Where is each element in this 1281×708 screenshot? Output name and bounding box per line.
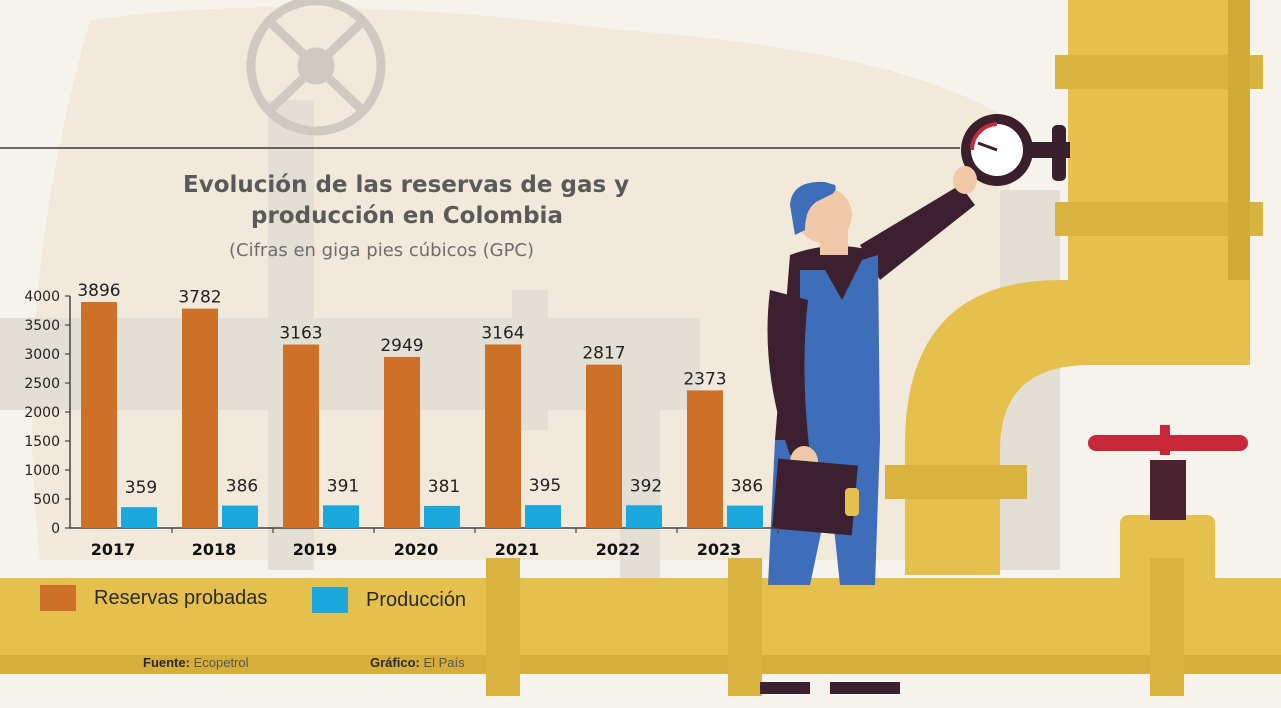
- graphic-label: Gráfico:: [370, 655, 420, 670]
- data-label-produccion: 386: [226, 477, 258, 497]
- data-labels: 3896 359 3782 386 3163 391 2949 381 3164 395 2817 3…: [77, 281, 763, 498]
- chart-title: Evolución de las reservas de gas y produ…: [183, 170, 629, 232]
- x-tick-label: 2019: [293, 540, 338, 559]
- x-tick-label: 2020: [394, 540, 439, 559]
- legend-item-reservas: Reservas probadas: [40, 585, 267, 611]
- data-label-produccion: 392: [630, 476, 662, 496]
- data-label-produccion: 395: [529, 476, 561, 496]
- data-label-produccion: 391: [327, 476, 359, 496]
- legend-label-produccion: Producción: [366, 588, 467, 611]
- bar-produccion: [727, 505, 763, 528]
- y-tick-label: 2000: [24, 405, 60, 421]
- x-tick-label: 2018: [192, 540, 237, 559]
- bar-reservas: [586, 364, 622, 528]
- data-label-produccion: 386: [731, 477, 763, 497]
- y-tick-label: 3000: [24, 347, 60, 363]
- bar-produccion: [323, 505, 359, 528]
- graphic-credit: Gráfico: El País: [370, 655, 465, 670]
- y-tick-label: 4000: [24, 289, 60, 305]
- bar-reservas: [81, 302, 117, 528]
- chart-title-line2: producción en Colombia: [251, 203, 563, 229]
- graphic-value: El País: [423, 655, 465, 670]
- pressure-gauge-icon: [961, 114, 1070, 186]
- yellow-pipes: [885, 0, 1263, 595]
- x-tick-label: 2023: [697, 540, 742, 559]
- bars: [81, 302, 763, 528]
- source-label: Fuente:: [143, 655, 190, 670]
- x-axis-ticks: 2017 2018 2019 2020 2021 2022 2023: [91, 528, 779, 559]
- chart-subtitle: (Cifras en giga pies cúbicos (GPC): [229, 240, 535, 261]
- data-label-reservas: 2949: [380, 336, 423, 356]
- bar-reservas: [485, 344, 521, 528]
- y-tick-label: 1000: [24, 463, 60, 479]
- bottom-pipe: [0, 558, 1281, 696]
- legend-swatch-reservas: [40, 585, 76, 611]
- y-tick-label: 0: [51, 521, 60, 537]
- faded-pipe-vertical-right: [620, 330, 660, 580]
- x-tick-label: 2017: [91, 540, 136, 559]
- x-tick-label: 2021: [495, 540, 540, 559]
- worker-illustration: [760, 166, 977, 694]
- chart-title-line1: Evolución de las reservas de gas y: [183, 172, 630, 198]
- y-tick-label: 1500: [24, 434, 60, 450]
- data-label-reservas: 3896: [77, 281, 120, 301]
- data-label-reservas: 2373: [683, 369, 726, 389]
- legend-label-reservas: Reservas probadas: [94, 586, 268, 609]
- source-value: Ecopetrol: [193, 655, 249, 670]
- x-tick-label: 2022: [596, 540, 641, 559]
- data-label-produccion: 381: [428, 477, 460, 497]
- data-label-produccion: 359: [125, 478, 157, 498]
- bar-chart: 0 500 1000 1500 2000 2500 3000 3500 4000 3896 359…: [24, 281, 779, 559]
- bar-reservas: [687, 390, 723, 528]
- bar-produccion: [525, 505, 561, 528]
- bar-produccion: [424, 505, 460, 528]
- legend-item-produccion: Producción: [312, 587, 466, 613]
- data-label-reservas: 2817: [582, 344, 625, 364]
- bar-reservas: [182, 308, 218, 528]
- data-label-reservas: 3164: [481, 323, 524, 343]
- y-tick-label: 2500: [24, 376, 60, 392]
- data-label-reservas: 3163: [279, 324, 322, 344]
- bar-reservas: [384, 356, 420, 528]
- bar-produccion: [222, 505, 258, 528]
- source-credit: Fuente: Ecopetrol: [143, 655, 249, 670]
- faded-valve-wheel-icon: [246, 0, 386, 136]
- legend-swatch-produccion: [312, 587, 348, 613]
- bar-produccion: [121, 507, 157, 528]
- bar-reservas: [283, 344, 319, 528]
- y-axis-ticks: 0 500 1000 1500 2000 2500 3000 3500 4000: [24, 289, 70, 537]
- data-label-reservas: 3782: [178, 288, 221, 308]
- bar-produccion: [626, 505, 662, 528]
- y-tick-label: 3500: [24, 318, 60, 334]
- y-tick-label: 500: [33, 492, 60, 508]
